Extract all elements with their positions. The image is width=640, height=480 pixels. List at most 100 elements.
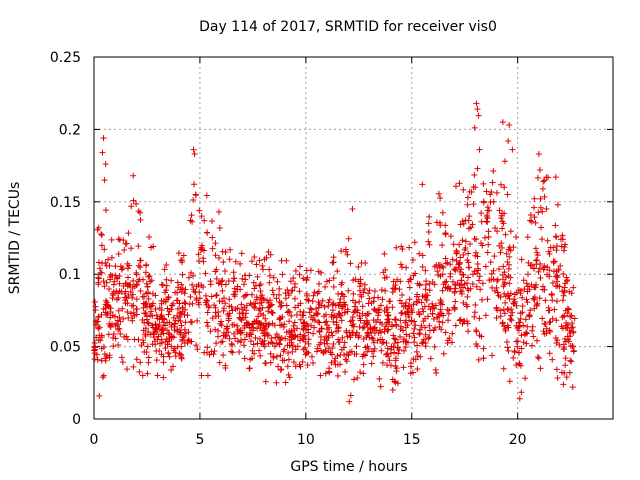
data-point	[219, 277, 226, 284]
data-point	[523, 330, 530, 337]
data-point	[257, 281, 264, 288]
data-point	[457, 268, 464, 275]
data-point	[460, 220, 467, 227]
data-point	[376, 375, 383, 382]
data-point	[406, 296, 413, 303]
data-point	[226, 335, 233, 342]
data-point	[360, 370, 367, 377]
data-point	[461, 318, 468, 325]
data-point	[119, 265, 126, 272]
data-point	[125, 230, 132, 237]
data-point	[300, 312, 307, 319]
data-point	[509, 309, 516, 316]
data-point	[524, 323, 531, 330]
data-point	[383, 274, 390, 281]
data-point	[209, 245, 216, 252]
data-point	[495, 292, 502, 299]
data-point	[349, 297, 356, 304]
data-point	[182, 286, 189, 293]
data-point	[185, 329, 192, 336]
data-point	[241, 355, 248, 362]
data-point	[452, 322, 459, 329]
data-point	[145, 320, 152, 327]
data-point	[506, 378, 513, 385]
data-point	[236, 348, 243, 355]
data-point	[451, 306, 458, 313]
data-point	[510, 300, 517, 307]
data-point	[562, 355, 569, 362]
data-point	[267, 350, 274, 357]
data-point	[143, 261, 150, 268]
grid	[94, 57, 613, 419]
data-point	[152, 306, 159, 313]
data-point	[442, 231, 449, 238]
data-point	[125, 292, 132, 299]
data-point	[402, 299, 409, 306]
data-point	[456, 241, 463, 248]
data-point	[364, 321, 371, 328]
data-point	[485, 207, 492, 214]
data-point	[397, 317, 404, 324]
data-point	[256, 319, 263, 326]
data-point	[347, 260, 354, 267]
data-point	[182, 300, 189, 307]
data-point	[241, 336, 248, 343]
data-point	[239, 310, 246, 317]
data-point	[234, 338, 241, 345]
data-point	[370, 298, 377, 305]
data-point	[494, 278, 501, 285]
data-point	[494, 276, 501, 283]
data-point	[286, 374, 293, 381]
data-point	[356, 298, 363, 305]
data-point	[462, 217, 469, 224]
data-point	[163, 276, 170, 283]
data-point	[458, 288, 465, 295]
data-point	[257, 352, 264, 359]
data-point	[553, 273, 560, 280]
data-point	[190, 197, 197, 204]
data-point	[549, 280, 556, 287]
data-point	[317, 372, 324, 379]
data-point	[434, 314, 441, 321]
data-point	[394, 339, 401, 346]
data-point	[276, 285, 283, 292]
data-point	[188, 319, 195, 326]
data-point	[370, 339, 377, 346]
data-point	[385, 316, 392, 323]
data-point	[391, 286, 398, 293]
data-point	[122, 290, 129, 297]
data-point	[322, 283, 329, 290]
data-point	[476, 273, 483, 280]
data-point	[504, 344, 511, 351]
data-point	[476, 315, 483, 322]
data-point	[365, 330, 372, 337]
data-point	[238, 329, 245, 336]
data-point	[437, 310, 444, 317]
data-point	[116, 236, 123, 243]
data-point	[531, 294, 538, 301]
data-point	[520, 277, 527, 284]
data-point	[406, 333, 413, 340]
data-point	[536, 265, 543, 272]
data-point	[393, 322, 400, 329]
data-point	[562, 362, 569, 369]
data-point	[281, 357, 288, 364]
data-point	[266, 272, 273, 279]
data-point	[498, 212, 505, 219]
data-point	[489, 352, 496, 359]
data-point	[99, 149, 106, 156]
data-point	[297, 300, 304, 307]
data-point	[110, 334, 117, 341]
data-point	[539, 315, 546, 322]
data-point	[192, 191, 199, 198]
data-point	[381, 326, 388, 333]
data-point	[95, 259, 102, 266]
data-point	[209, 234, 216, 241]
data-point	[536, 295, 543, 302]
data-point	[391, 378, 398, 385]
data-point	[311, 289, 318, 296]
data-point	[554, 272, 561, 279]
plot-area-border	[93, 56, 614, 420]
data-point	[291, 334, 298, 341]
data-point	[405, 303, 412, 310]
